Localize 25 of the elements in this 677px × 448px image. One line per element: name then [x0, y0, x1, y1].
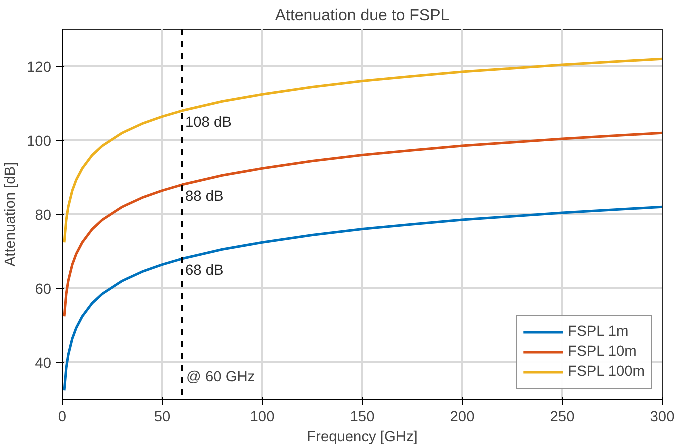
legend-label: FSPL 100m	[568, 364, 645, 380]
y-tick-label: 120	[27, 60, 52, 76]
line-series	[63, 132, 662, 318]
y-tick-label: 80	[35, 208, 52, 224]
y-tick-label: 40	[35, 356, 52, 372]
annotation: 68 dB	[186, 262, 224, 279]
legend-label: FSPL 10m	[568, 344, 637, 360]
y-axis-title: Attenuation [dB]	[3, 162, 20, 267]
ref-line-label: @ 60 GHz	[186, 369, 256, 386]
x-tick-label: 250	[550, 410, 575, 426]
x-tick-label: 200	[450, 410, 475, 426]
x-tick-label: 0	[58, 410, 67, 426]
x-tick-label: 50	[154, 410, 171, 426]
legend-label: FSPL 1m	[568, 324, 629, 340]
annotation: 88 dB	[186, 188, 224, 205]
line-series	[63, 58, 662, 244]
x-tick-label: 300	[650, 410, 675, 426]
annotation: 108 dB	[186, 114, 232, 131]
chart-title: Attenuation due to FSPL	[275, 8, 450, 24]
line-series	[63, 206, 662, 392]
x-tick-label: 100	[250, 410, 275, 426]
y-tick-label: 100	[27, 134, 52, 150]
x-axis-title: Frequency [GHz]	[307, 430, 418, 446]
x-tick-label: 150	[350, 410, 375, 426]
y-tick-label: 60	[35, 282, 52, 298]
